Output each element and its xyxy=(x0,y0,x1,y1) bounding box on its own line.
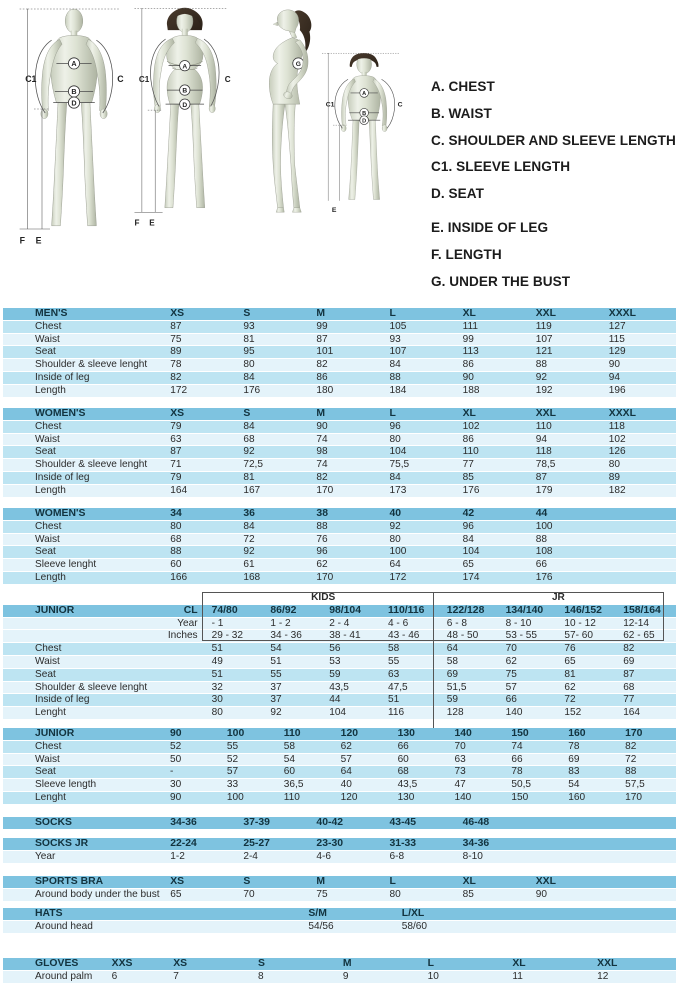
svg-text:C: C xyxy=(225,75,231,84)
svg-text:C1: C1 xyxy=(326,102,335,109)
svg-text:F: F xyxy=(134,219,139,228)
svg-text:B: B xyxy=(182,88,187,95)
svg-text:D: D xyxy=(362,118,366,124)
svg-text:D: D xyxy=(71,98,76,107)
svg-text:E: E xyxy=(149,219,155,228)
svg-text:D: D xyxy=(182,102,187,109)
svg-text:E: E xyxy=(332,207,337,214)
svg-text:C1: C1 xyxy=(139,75,150,84)
svg-text:E: E xyxy=(36,235,42,245)
svg-text:A: A xyxy=(182,63,187,70)
svg-text:B: B xyxy=(71,87,76,96)
svg-text:G: G xyxy=(296,61,301,68)
svg-text:C1: C1 xyxy=(25,74,36,84)
svg-text:A: A xyxy=(362,91,366,97)
svg-text:F: F xyxy=(20,235,26,245)
svg-text:C: C xyxy=(117,74,124,84)
svg-text:C: C xyxy=(398,102,403,109)
svg-text:A: A xyxy=(71,59,76,68)
